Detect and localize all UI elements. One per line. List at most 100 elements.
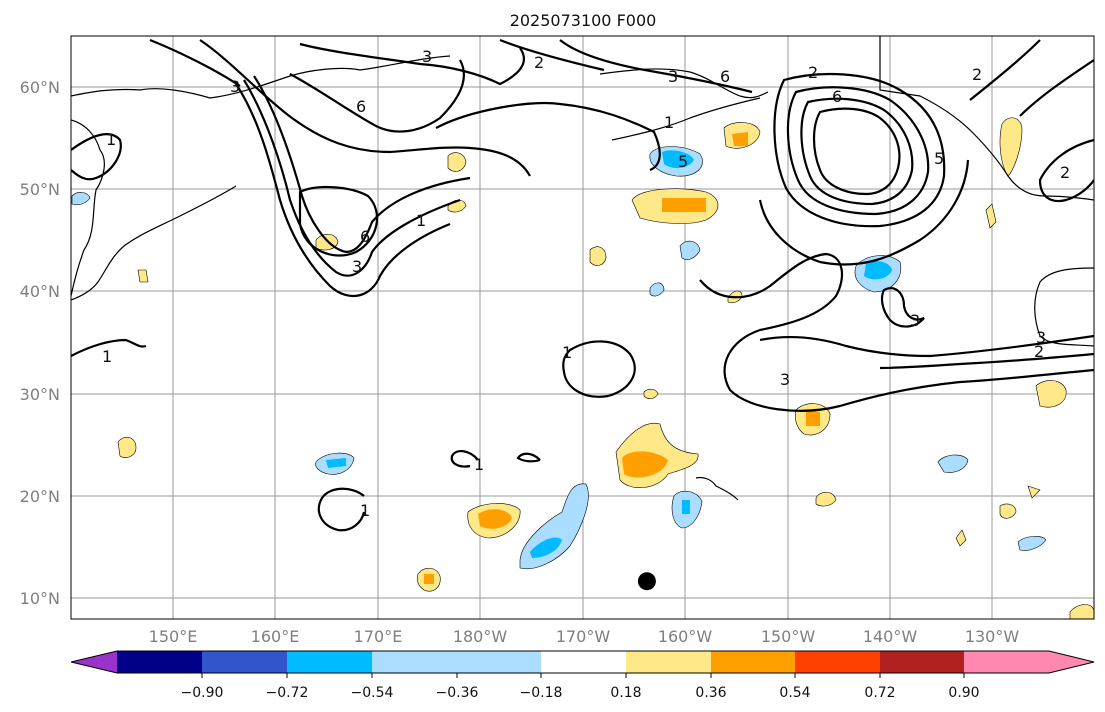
colorbar-extend-max [964, 651, 1094, 673]
contour-label: 3 [1036, 328, 1046, 347]
shade-negative-core [662, 150, 694, 169]
shade-positive-core [424, 574, 434, 584]
map-frame [70, 35, 1095, 620]
lon-label: 180°W [453, 627, 508, 646]
contour-line [243, 79, 461, 277]
contour-label: 3 [668, 67, 678, 86]
contour-line [317, 487, 366, 532]
contour-label-group: 1 1 1 1 1 1 1 2 2 2 2 2 3 3 3 3 3 3 3 5 … [102, 47, 1070, 520]
contour-line [71, 338, 147, 357]
colorbar-tick-label: −0.72 [266, 685, 309, 701]
colorbar-tick-label: 0.36 [695, 685, 726, 701]
contour-line [699, 252, 1094, 412]
colorbar-segment [880, 651, 964, 673]
colorbar-segment [117, 651, 202, 673]
contour-line [812, 107, 901, 196]
shade-positive-area [1027, 485, 1041, 499]
contour-line [758, 159, 970, 266]
contour-line [786, 86, 930, 216]
contour-label: 1 [562, 343, 572, 362]
contour-line [299, 42, 525, 86]
colorbar-extend-min [71, 651, 117, 673]
shade-positive-area [815, 491, 837, 507]
contour-label: 2 [1060, 163, 1070, 182]
contour-line [1019, 59, 1094, 117]
lon-label: 160°E [251, 627, 300, 646]
shade-positive-area [447, 152, 467, 172]
colorbar-tick-label: 0.72 [864, 685, 895, 701]
contour-label: 5 [678, 152, 688, 171]
lon-label: 130°W [965, 627, 1020, 646]
colorbar-ticks [201, 673, 965, 678]
lon-label: 170°E [354, 627, 403, 646]
shade-negative-core [682, 500, 690, 514]
contour-line [298, 185, 378, 257]
shade-positive-area [1035, 380, 1067, 408]
shade-positive-area [985, 203, 997, 229]
shade-positive-area [643, 388, 659, 400]
contour-label: 1 [360, 501, 370, 520]
coastline-kuril-arc [71, 185, 237, 301]
contour-label: 1 [474, 455, 484, 474]
contour-line [149, 38, 241, 87]
contour-line [800, 97, 914, 206]
contour-label: 3 [422, 47, 432, 66]
shade-positive-area [955, 529, 967, 547]
shade-positive-area [137, 269, 149, 283]
shade-positive-core [478, 509, 512, 529]
lat-label: 10°N [20, 589, 60, 608]
contour-line [199, 39, 531, 177]
contour-label: 2 [534, 53, 544, 72]
lon-label: 150°W [761, 627, 816, 646]
coastline-british-columbia [1034, 267, 1094, 347]
colorbar-segment [287, 651, 372, 673]
lat-label: 30°N [20, 385, 60, 404]
shade-negative-core [326, 458, 346, 468]
contour-line [289, 59, 465, 133]
shade-negative-area [937, 454, 969, 473]
contour-line [879, 352, 1094, 370]
colorbar: −0.90 −0.72 −0.54 −0.36 −0.18 0.18 0.36 … [70, 650, 1095, 701]
colorbar-tick-label: −0.36 [436, 685, 479, 701]
shade-positive-area [999, 117, 1023, 177]
contour-line [450, 450, 479, 468]
colorbar-segment [372, 651, 457, 673]
shade-positive-core [806, 410, 820, 426]
coastline-hawaii [695, 476, 739, 501]
colorbar-tick-label: −0.18 [520, 685, 563, 701]
latitude-labels: 60°N 50°N 40°N 30°N 20°N 10°N [20, 78, 60, 608]
coastline-aleutian-chain [611, 97, 761, 141]
contour-label: 3 [780, 370, 790, 389]
shade-positive-area [1069, 604, 1094, 619]
colorbar-tick-label: −0.90 [181, 685, 224, 701]
contour-line [253, 75, 471, 253]
contour-line [435, 102, 661, 172]
lon-label: 150°E [149, 627, 198, 646]
contour-label: 3 [910, 311, 920, 330]
contour-label: 6 [720, 67, 730, 86]
shade-positive-core [662, 198, 706, 212]
longitude-labels: 150°E 160°E 170°E 180°W 170°W 160°W 150°… [149, 627, 1020, 646]
lon-label: 160°W [658, 627, 713, 646]
colorbar-segment [795, 651, 880, 673]
colorbar-segment [457, 651, 541, 673]
shade-positive-core [732, 132, 748, 146]
shaded-anomalies [71, 117, 1094, 619]
contour-label: 1 [416, 211, 426, 230]
colorbar-segment [626, 651, 711, 673]
shade-negative-area [679, 240, 701, 260]
contour-label: 3 [230, 77, 240, 96]
colorbar-tick-label: 0.18 [610, 685, 641, 701]
lat-label: 50°N [20, 180, 60, 199]
colorbar-tick-labels: −0.90 −0.72 −0.54 −0.36 −0.18 0.18 0.36 … [181, 685, 980, 701]
contour-label: 1 [102, 347, 112, 366]
colorbar-outline [70, 650, 1095, 674]
lon-label: 140°W [863, 627, 918, 646]
shade-negative-core [530, 537, 562, 558]
contour-line [969, 39, 1041, 101]
lon-label: 170°W [556, 627, 611, 646]
contour-label: 1 [106, 130, 116, 149]
lat-label: 20°N [20, 487, 60, 506]
colorbar-tick-label: 0.90 [948, 685, 979, 701]
colorbar-segment [711, 651, 795, 673]
